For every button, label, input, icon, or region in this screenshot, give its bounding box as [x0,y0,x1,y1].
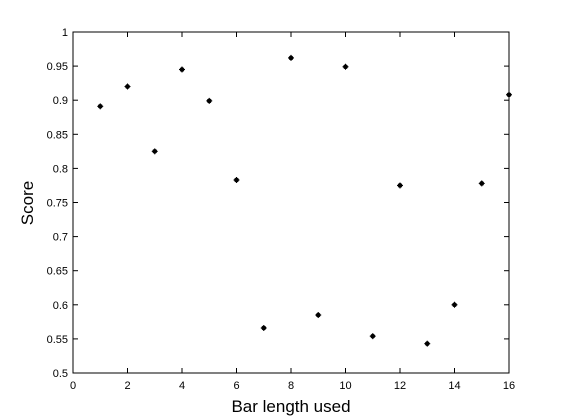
y-axis-label: Score [18,181,37,225]
data-point [124,83,131,90]
data-point [397,182,403,189]
data-point [179,66,185,73]
y-tick-label: 0.9 [53,95,68,107]
data-point [424,340,431,347]
y-tick-label: 0.95 [47,61,68,73]
data-point [260,324,267,331]
data-point [206,97,213,104]
data-points [97,54,512,347]
y-tick-label: 0.65 [47,266,68,278]
y-tick-label: 0.75 [47,198,68,210]
x-tick-label: 0 [70,380,76,392]
x-axis-label: Bar length used [231,397,350,416]
y-tick-label: 0.55 [47,334,68,346]
y-tick-label: 0.85 [47,129,68,141]
data-point [97,103,104,110]
data-point [233,176,240,183]
x-tick-label: 12 [394,380,406,392]
data-point [369,333,376,340]
x-tick-label: 16 [503,380,515,392]
x-tick-label: 14 [448,380,460,392]
y-tick-label: 0.7 [53,232,68,244]
x-tick-label: 2 [124,380,130,392]
y-tick-label: 0.6 [53,300,68,312]
y-tick-label: 1 [62,27,68,39]
data-point [342,63,349,70]
data-point [151,148,158,155]
x-axis-ticks: 0 2 4 6 8 10 12 14 16 [70,32,515,392]
data-point [478,180,485,187]
y-axis-ticks: 0.5 0.55 0.6 0.65 0.7 0.75 0.8 0.85 0.9 0.95 1 [47,27,509,380]
plot-area [72,31,510,374]
x-tick-label: 4 [179,380,185,392]
data-point [288,54,294,61]
data-point [506,91,512,98]
x-tick-label: 10 [339,380,351,392]
y-tick-label: 0.8 [53,163,68,175]
x-tick-label: 8 [288,380,294,392]
x-tick-label: 6 [233,380,239,392]
y-tick-label: 0.5 [53,368,68,380]
data-point [451,301,458,308]
data-point [315,312,322,319]
